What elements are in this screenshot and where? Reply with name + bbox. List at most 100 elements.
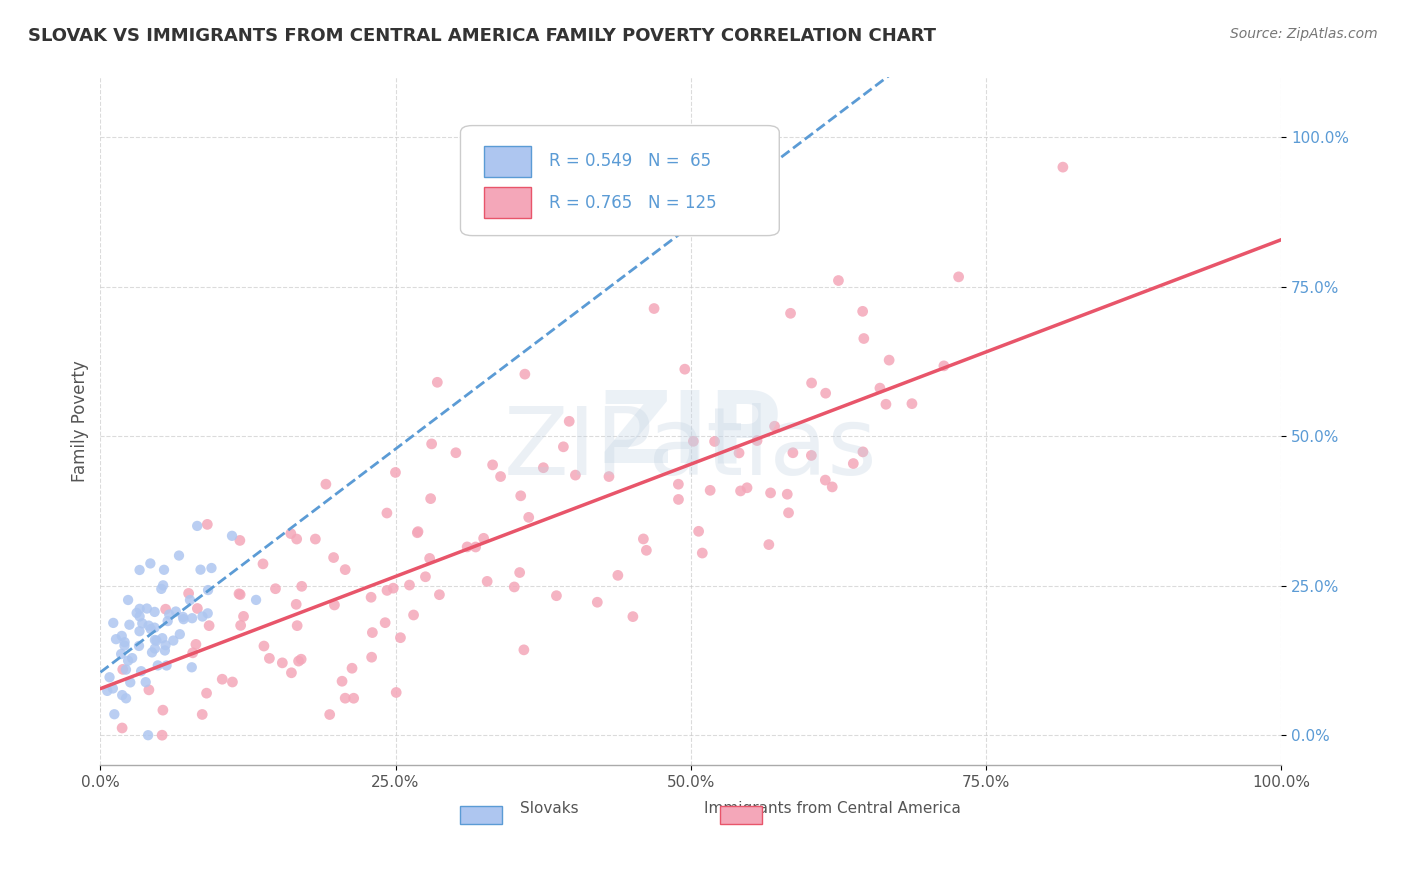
- Slovaks: [173, 612, 195, 626]
- Immigrants from Central America: [814, 473, 837, 487]
- Immigrants from Central America: [782, 446, 804, 460]
- Immigrants from Central America: [503, 580, 526, 594]
- Immigrants from Central America: [291, 579, 314, 593]
- Immigrants from Central America: [343, 691, 366, 706]
- Immigrants from Central America: [633, 532, 655, 546]
- Immigrants from Central America: [315, 477, 337, 491]
- Immigrants from Central America: [335, 691, 357, 706]
- Immigrants from Central America: [877, 353, 900, 368]
- Slovaks: [141, 645, 163, 659]
- Slovaks: [129, 664, 152, 678]
- Slovaks: [136, 728, 159, 742]
- Immigrants from Central America: [673, 362, 696, 376]
- Immigrants from Central America: [598, 469, 620, 483]
- Immigrants from Central America: [852, 445, 875, 459]
- Immigrants from Central America: [150, 728, 173, 742]
- Immigrants from Central America: [475, 574, 498, 589]
- Immigrants from Central America: [509, 566, 531, 580]
- Immigrants from Central America: [730, 483, 752, 498]
- Immigrants from Central America: [415, 570, 437, 584]
- Slovaks: [146, 658, 169, 673]
- Slovaks: [179, 593, 201, 607]
- Immigrants from Central America: [668, 492, 690, 507]
- Immigrants from Central America: [419, 491, 441, 506]
- Immigrants from Central America: [606, 568, 628, 582]
- FancyBboxPatch shape: [461, 806, 502, 823]
- Immigrants from Central America: [195, 517, 218, 532]
- Slovaks: [197, 582, 219, 597]
- Slovaks: [117, 593, 139, 607]
- Slovaks: [143, 641, 166, 656]
- Immigrants from Central America: [264, 582, 287, 596]
- Immigrants from Central America: [932, 359, 955, 373]
- Slovaks: [155, 658, 177, 673]
- Slovaks: [165, 605, 187, 619]
- Slovaks: [111, 688, 134, 702]
- Immigrants from Central America: [111, 662, 134, 676]
- Slovaks: [180, 660, 202, 674]
- Immigrants from Central America: [304, 532, 326, 546]
- Immigrants from Central America: [232, 609, 254, 624]
- Text: Slovaks: Slovaks: [520, 801, 578, 816]
- Immigrants from Central America: [287, 654, 309, 668]
- Slovaks: [110, 647, 132, 661]
- Immigrants from Central America: [546, 589, 568, 603]
- Immigrants from Central America: [778, 506, 800, 520]
- Immigrants from Central America: [398, 578, 420, 592]
- Slovaks: [190, 563, 212, 577]
- FancyBboxPatch shape: [720, 806, 762, 823]
- Slovaks: [135, 601, 157, 615]
- Slovaks: [150, 582, 173, 596]
- Immigrants from Central America: [184, 637, 207, 651]
- Slovaks: [143, 621, 166, 635]
- Immigrants from Central America: [745, 434, 768, 448]
- Slovaks: [153, 643, 176, 657]
- Slovaks: [115, 691, 138, 706]
- Immigrants from Central America: [228, 587, 250, 601]
- Slovaks: [101, 681, 124, 696]
- Text: ZIPatlas: ZIPatlas: [494, 386, 889, 483]
- Immigrants from Central America: [800, 449, 823, 463]
- Immigrants from Central America: [323, 598, 346, 612]
- Immigrants from Central America: [330, 674, 353, 689]
- Immigrants from Central America: [426, 376, 449, 390]
- Immigrants from Central America: [948, 269, 970, 284]
- Slovaks: [143, 605, 166, 619]
- Immigrants from Central America: [827, 273, 849, 287]
- Immigrants from Central America: [800, 376, 823, 390]
- Immigrants from Central America: [869, 381, 891, 395]
- Immigrants from Central America: [814, 386, 837, 401]
- Immigrants from Central America: [290, 652, 312, 666]
- Immigrants from Central America: [155, 602, 177, 616]
- Immigrants from Central America: [186, 601, 208, 615]
- Slovaks: [121, 651, 143, 665]
- Immigrants from Central America: [682, 434, 704, 449]
- Immigrants from Central America: [389, 631, 412, 645]
- Slovaks: [245, 593, 267, 607]
- Immigrants from Central America: [229, 533, 252, 548]
- Slovaks: [115, 663, 138, 677]
- Text: SLOVAK VS IMMIGRANTS FROM CENTRAL AMERICA FAMILY POVERTY CORRELATION CHART: SLOVAK VS IMMIGRANTS FROM CENTRAL AMERIC…: [28, 27, 936, 45]
- Slovaks: [152, 578, 174, 592]
- Text: R = 0.765   N = 125: R = 0.765 N = 125: [548, 194, 717, 211]
- Immigrants from Central America: [285, 532, 308, 546]
- Slovaks: [114, 635, 136, 649]
- Immigrants from Central America: [198, 618, 221, 632]
- Slovaks: [191, 609, 214, 624]
- Slovaks: [120, 675, 142, 690]
- Immigrants from Central America: [842, 457, 865, 471]
- Slovaks: [128, 609, 150, 624]
- Immigrants from Central America: [152, 703, 174, 717]
- Slovaks: [131, 616, 153, 631]
- Immigrants from Central America: [375, 506, 398, 520]
- Slovaks: [118, 617, 141, 632]
- Immigrants from Central America: [253, 639, 276, 653]
- Slovaks: [172, 610, 194, 624]
- Immigrants from Central America: [191, 707, 214, 722]
- Immigrants from Central America: [1052, 160, 1074, 174]
- Immigrants from Central America: [481, 458, 503, 472]
- Immigrants from Central America: [531, 460, 554, 475]
- Immigrants from Central America: [688, 524, 710, 539]
- Immigrants from Central America: [195, 686, 218, 700]
- Slovaks: [103, 615, 125, 630]
